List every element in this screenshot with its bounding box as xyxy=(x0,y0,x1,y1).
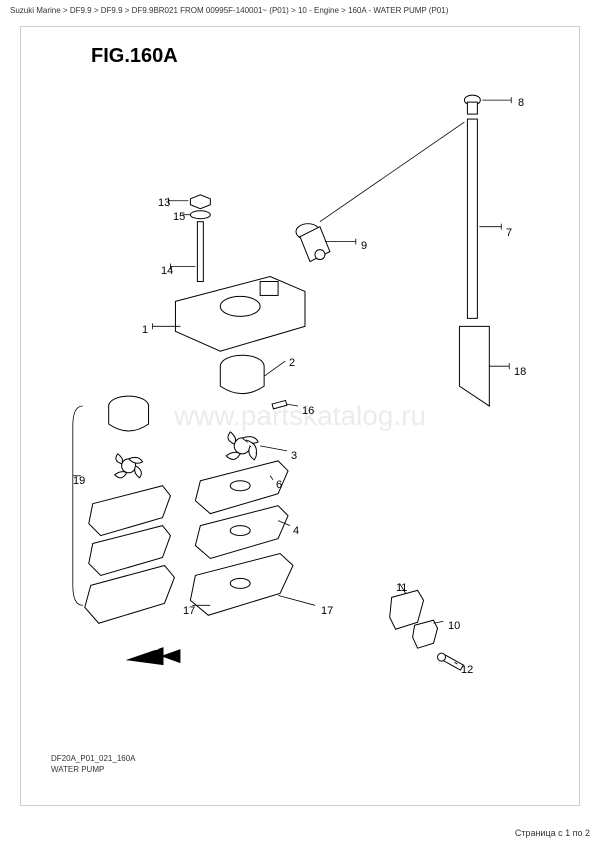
part-10-clip xyxy=(413,620,444,648)
part-13-nut xyxy=(168,195,210,209)
part-1-pump-case xyxy=(153,277,305,352)
footer-name: WATER PUMP xyxy=(51,764,136,775)
callout-17b: 17 xyxy=(321,605,333,617)
breadcrumb-item[interactable]: DF9.9BR021 FROM 00995F-140001~ (P01) xyxy=(132,6,289,15)
callout-18: 18 xyxy=(514,366,526,378)
callout-17: 17 xyxy=(183,605,195,617)
callout-1: 1 xyxy=(142,324,148,336)
part-19-kit xyxy=(73,396,175,623)
part-7-tube xyxy=(467,119,501,318)
callout-14: 14 xyxy=(161,265,173,277)
callout-19: 19 xyxy=(73,475,85,487)
part-15-washer xyxy=(182,211,210,219)
callout-11: 11 xyxy=(396,582,407,594)
parts-diagram-svg xyxy=(21,27,579,805)
breadcrumb-sep: > xyxy=(92,6,101,15)
part-2-inner-cup xyxy=(220,355,285,393)
part-9-connector xyxy=(296,224,356,262)
breadcrumb-sep: > xyxy=(289,6,298,15)
part-8-plug xyxy=(464,95,511,114)
part-6-plate xyxy=(195,461,288,514)
callout-12: 12 xyxy=(461,664,473,676)
callout-10: 10 xyxy=(448,620,460,632)
callout-8: 8 xyxy=(518,97,524,109)
page-indicator: Страница с 1 по 2 xyxy=(515,828,590,838)
callout-3: 3 xyxy=(291,450,297,462)
callout-6: 6 xyxy=(276,479,282,491)
breadcrumb-item[interactable]: 10 - Engine xyxy=(298,6,339,15)
diagram-footer: DF20A_P01_021_160A WATER PUMP xyxy=(51,753,136,775)
breadcrumb-sep: > xyxy=(123,6,132,15)
breadcrumb: Suzuki Marine > DF9.9 > DF9.9 > DF9.9BR0… xyxy=(0,0,600,21)
part-14-stud xyxy=(170,222,203,282)
callout-2: 2 xyxy=(289,357,295,369)
part-16-key xyxy=(272,400,298,408)
breadcrumb-item[interactable]: DF9.9 xyxy=(70,6,92,15)
callout-16: 16 xyxy=(302,405,314,417)
part-18-bracket xyxy=(459,326,509,406)
breadcrumb-item[interactable]: DF9.9 xyxy=(101,6,123,15)
callout-4: 4 xyxy=(293,525,299,537)
breadcrumb-sep: > xyxy=(61,6,70,15)
callout-15: 15 xyxy=(173,211,185,223)
diagram-area: FIG.160A www.partskatalog.ru xyxy=(20,26,580,806)
callout-13: 13 xyxy=(158,197,170,209)
part-17-lower-gasket xyxy=(190,554,315,616)
breadcrumb-item[interactable]: Suzuki Marine xyxy=(10,6,61,15)
callout-9: 9 xyxy=(361,240,367,252)
part-3-impeller xyxy=(226,432,287,460)
breadcrumb-item-current: 160A - WATER PUMP (P01) xyxy=(348,6,448,15)
callout-7: 7 xyxy=(506,227,512,239)
breadcrumb-sep: > xyxy=(339,6,348,15)
part-12-screw xyxy=(438,653,464,670)
fwd-label: FWD xyxy=(139,642,160,652)
footer-model: DF20A_P01_021_160A xyxy=(51,753,136,764)
